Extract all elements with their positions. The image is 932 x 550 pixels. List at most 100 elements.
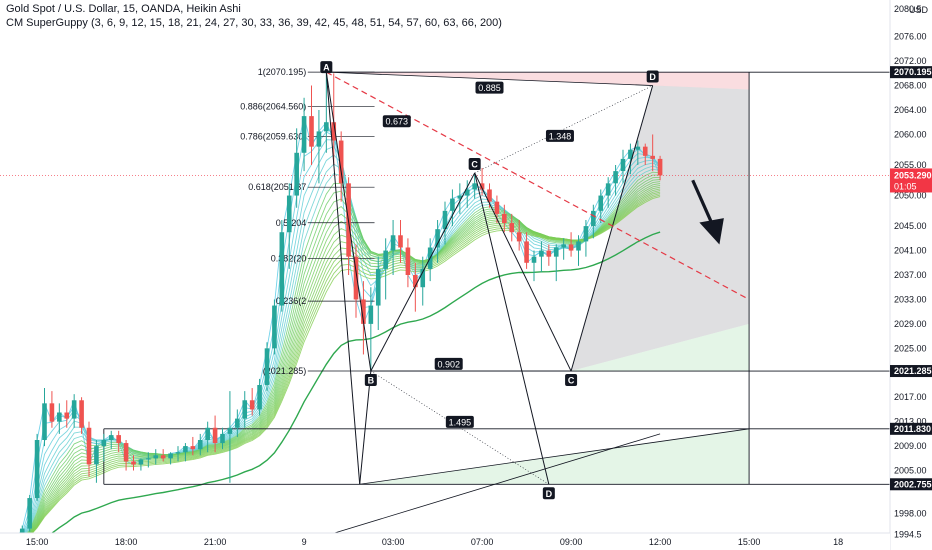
candle-body[interactable] [568, 244, 574, 251]
candle-body[interactable] [272, 305, 277, 349]
candle-body[interactable] [286, 195, 292, 233]
candle-body[interactable] [264, 348, 270, 385]
candle-body[interactable] [146, 458, 151, 460]
candle-body[interactable] [368, 305, 374, 324]
candle-body[interactable] [190, 446, 196, 450]
candle-body[interactable] [309, 116, 314, 147]
candle-body[interactable] [235, 418, 240, 428]
candle-body[interactable] [598, 195, 604, 211]
price-tag[interactable]: 2070.195 [890, 66, 932, 79]
candle-body[interactable] [531, 256, 537, 263]
candle-body[interactable] [450, 198, 455, 211]
candle-body[interactable] [435, 229, 440, 248]
candle-body[interactable] [524, 241, 529, 263]
candle-body[interactable] [64, 412, 70, 419]
time-axis[interactable]: 15:00 18:00 21:00 9 03:00 07:00 09:00 12:00 15:0… [0, 532, 890, 550]
candle-body[interactable] [442, 210, 448, 230]
candle-body[interactable] [561, 244, 566, 248]
candle-body[interactable] [153, 455, 159, 459]
ratio-label-0.885[interactable]: 0.885 [475, 81, 504, 94]
candle-body[interactable] [546, 250, 552, 257]
candle-body[interactable] [94, 446, 99, 465]
point-d-lower[interactable]: D [542, 487, 555, 500]
candle-body[interactable] [294, 152, 299, 196]
candle-body[interactable] [576, 241, 581, 251]
candle-body[interactable] [57, 412, 62, 422]
price-tag[interactable]: 2021.285 [890, 365, 932, 378]
point-b[interactable]: B [364, 374, 377, 387]
candle-body[interactable] [205, 427, 210, 440]
ratio-label-0.673[interactable]: 0.673 [382, 115, 411, 128]
point-c-lower[interactable]: C [565, 374, 578, 387]
candle-body[interactable] [539, 250, 544, 257]
candle-body[interactable] [420, 268, 426, 288]
candle-body[interactable] [635, 146, 641, 150]
candle-body[interactable] [49, 403, 55, 422]
candle-body[interactable] [383, 250, 388, 269]
candle-body[interactable] [324, 122, 329, 132]
candle-body[interactable] [123, 443, 129, 462]
ratio-label-0.902[interactable]: 0.902 [434, 357, 463, 370]
price-tag[interactable]: 2002.755 [890, 478, 932, 491]
candle-body[interactable] [353, 256, 359, 300]
candle-body[interactable] [212, 427, 218, 444]
candle-body[interactable] [405, 247, 411, 276]
candle-body[interactable] [338, 140, 344, 184]
candle-body[interactable] [116, 435, 121, 444]
candle-body[interactable] [583, 226, 589, 242]
candle-body[interactable] [301, 116, 307, 153]
candle-body[interactable] [79, 400, 84, 428]
candle-body[interactable] [457, 195, 463, 199]
candle-body[interactable] [34, 440, 40, 499]
candle-body[interactable] [494, 201, 500, 214]
indicator-legend[interactable]: CM SuperGuppy (3, 6, 9, 12, 15, 18, 21, … [6, 17, 502, 29]
candle-body[interactable] [160, 455, 166, 459]
candle-body[interactable] [516, 232, 522, 242]
price-tag[interactable]: 2011.830 [890, 422, 932, 435]
candles-layer[interactable] [12, 72, 663, 550]
drawings-layer[interactable]: A B C D C D 0.885 0.673 1.348 0.902 1.495 [318, 61, 750, 539]
candle-body[interactable] [220, 433, 225, 444]
candle-body[interactable] [472, 183, 477, 190]
candle-body[interactable] [613, 171, 618, 184]
candle-body[interactable] [398, 235, 403, 248]
point-c[interactable]: C [468, 157, 481, 170]
candle-body[interactable] [249, 400, 255, 410]
candle-body[interactable] [620, 158, 626, 172]
candle-body[interactable] [375, 268, 381, 306]
candle-body[interactable] [390, 235, 396, 251]
candle-body[interactable] [227, 427, 233, 434]
candle-body[interactable] [138, 459, 144, 465]
candle-body[interactable] [509, 223, 515, 233]
candle-body[interactable] [257, 385, 262, 410]
candle-body[interactable] [605, 183, 611, 196]
ratio-label-1.495[interactable]: 1.495 [445, 415, 474, 428]
candle-body[interactable] [242, 400, 248, 419]
candle-body[interactable] [86, 427, 92, 465]
candle-body[interactable] [279, 232, 285, 306]
ratio-label-1.348[interactable]: 1.348 [545, 129, 574, 142]
candle-body[interactable] [331, 122, 337, 141]
candle-body[interactable] [487, 189, 492, 202]
candle-body[interactable] [479, 183, 485, 190]
candle-body[interactable] [71, 400, 77, 419]
candle-body[interactable] [464, 189, 470, 196]
candle-body[interactable] [553, 247, 559, 257]
point-d[interactable]: D [646, 70, 659, 83]
candle-body[interactable] [101, 440, 107, 447]
candle-body[interactable] [42, 403, 47, 440]
candle-body[interactable] [642, 146, 648, 156]
candle-body[interactable] [27, 498, 32, 529]
candle-body[interactable] [108, 435, 114, 440]
point-a[interactable]: A [320, 61, 333, 74]
candle-body[interactable] [168, 453, 173, 459]
candle-body[interactable] [316, 131, 322, 147]
candle-body[interactable] [657, 158, 663, 176]
candle-body[interactable] [183, 446, 188, 453]
candle-body[interactable] [502, 213, 507, 224]
candle-body[interactable] [197, 440, 203, 450]
candle-body[interactable] [175, 452, 181, 454]
